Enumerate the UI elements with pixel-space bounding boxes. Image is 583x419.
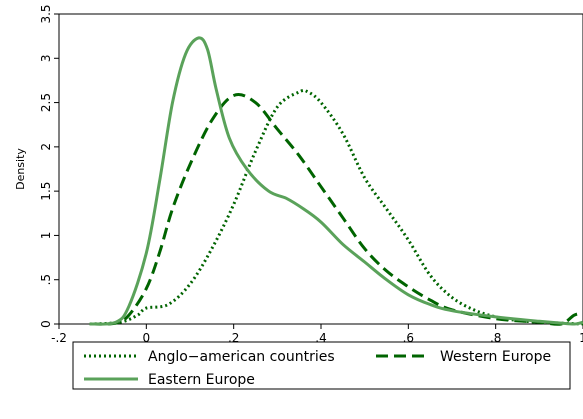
axes: -.2 0 .2 .4 .6 .8 1 0 .5 1 1.5 2 2.5 3 3.5 [39,4,583,345]
y-tick-label: 1.5 [39,182,53,201]
x-tick-label: .6 [403,331,414,345]
x-tick-label: 1 [579,331,583,345]
x-tick-label: .2 [228,331,239,345]
x-tick-label: 0 [143,331,151,345]
x-tick-label: .8 [490,331,501,345]
series-group [89,36,583,326]
x-tick-label: .4 [315,331,326,345]
y-tick-label: 3.5 [39,4,53,23]
legend: Anglo−american countries Western Europe Ea… [72,341,571,390]
y-tick-label: 1 [39,232,53,240]
y-axis-title: Density [14,148,27,190]
legend-label-eastern-europe: Eastern Europe [148,372,255,388]
y-tick-label: 2.5 [39,93,53,112]
legend-box [72,341,571,390]
legend-label-anglo-american-countries: Anglo−american countries [148,349,335,365]
y-tick-label: 3 [39,54,53,62]
y-tick-label: 2 [39,143,53,151]
series-line-eastern-europe [89,36,583,326]
legend-label-western-europe: Western Europe [440,349,551,365]
series-line-western-europe [89,93,583,326]
y-tick-label: .5 [39,274,53,285]
x-tick-label: -.2 [51,331,67,345]
y-tick-label: 0 [39,320,53,328]
